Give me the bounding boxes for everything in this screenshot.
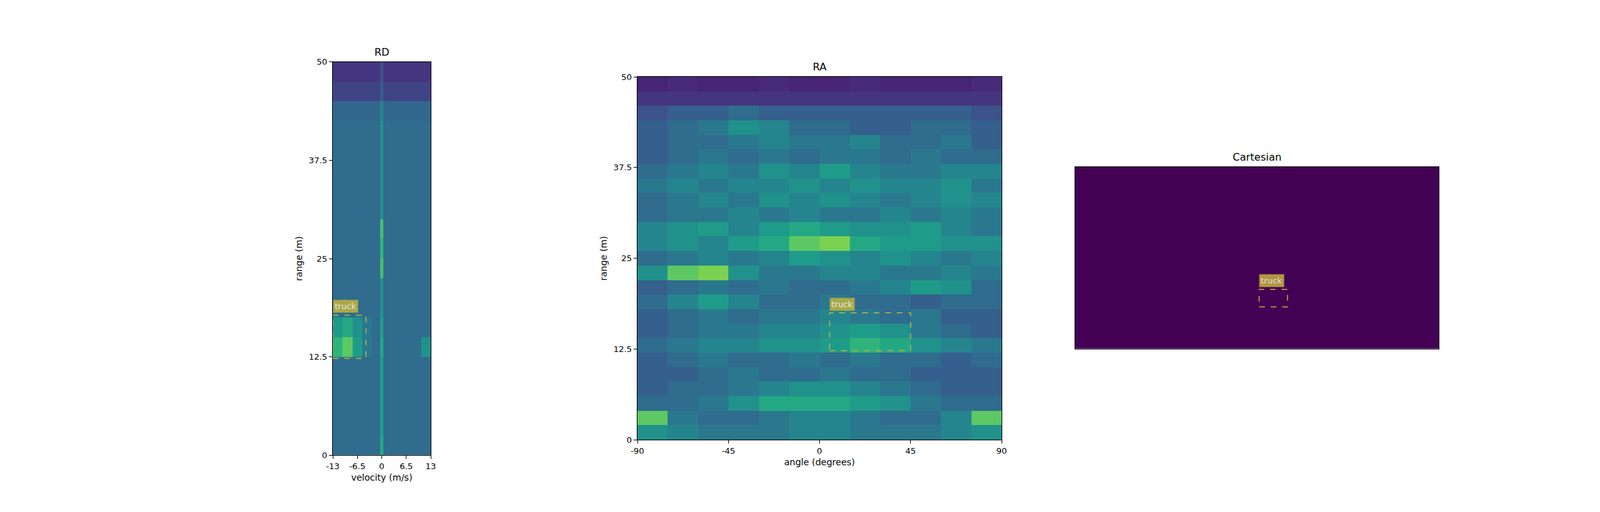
svg-text:-13: -13 [325,461,340,472]
svg-text:0: 0 [626,435,632,445]
svg-text:truck: truck [831,299,854,310]
svg-text:truck: truck [334,301,357,312]
svg-text:-6.5: -6.5 [349,461,366,472]
svg-text:50: 50 [621,72,633,82]
svg-text:RA: RA [812,60,827,73]
svg-text:Cartesian: Cartesian [1232,151,1282,164]
svg-text:-45: -45 [721,446,736,456]
svg-text:12.5: 12.5 [308,352,328,362]
svg-text:6.5: 6.5 [399,461,413,472]
svg-text:angle (degrees): angle (degrees) [784,456,856,468]
svg-text:13: 13 [425,461,437,472]
svg-text:0: 0 [378,461,384,472]
svg-text:45: 45 [904,446,916,456]
svg-text:37.5: 37.5 [308,155,328,166]
svg-text:50: 50 [316,56,328,67]
svg-text:range (m): range (m) [293,236,304,281]
svg-text:25: 25 [621,253,633,264]
svg-text:0: 0 [321,450,328,461]
svg-text:37.5: 37.5 [613,162,632,173]
svg-text:range (m): range (m) [598,236,609,281]
svg-text:velocity (m/s): velocity (m/s) [351,472,413,483]
svg-text:12.5: 12.5 [613,344,632,354]
svg-text:90: 90 [996,446,1008,456]
svg-text:-90: -90 [630,446,644,456]
svg-text:25: 25 [316,254,328,264]
svg-text:RD: RD [374,46,390,59]
svg-text:0: 0 [816,446,822,456]
svg-text:truck: truck [1260,275,1283,286]
